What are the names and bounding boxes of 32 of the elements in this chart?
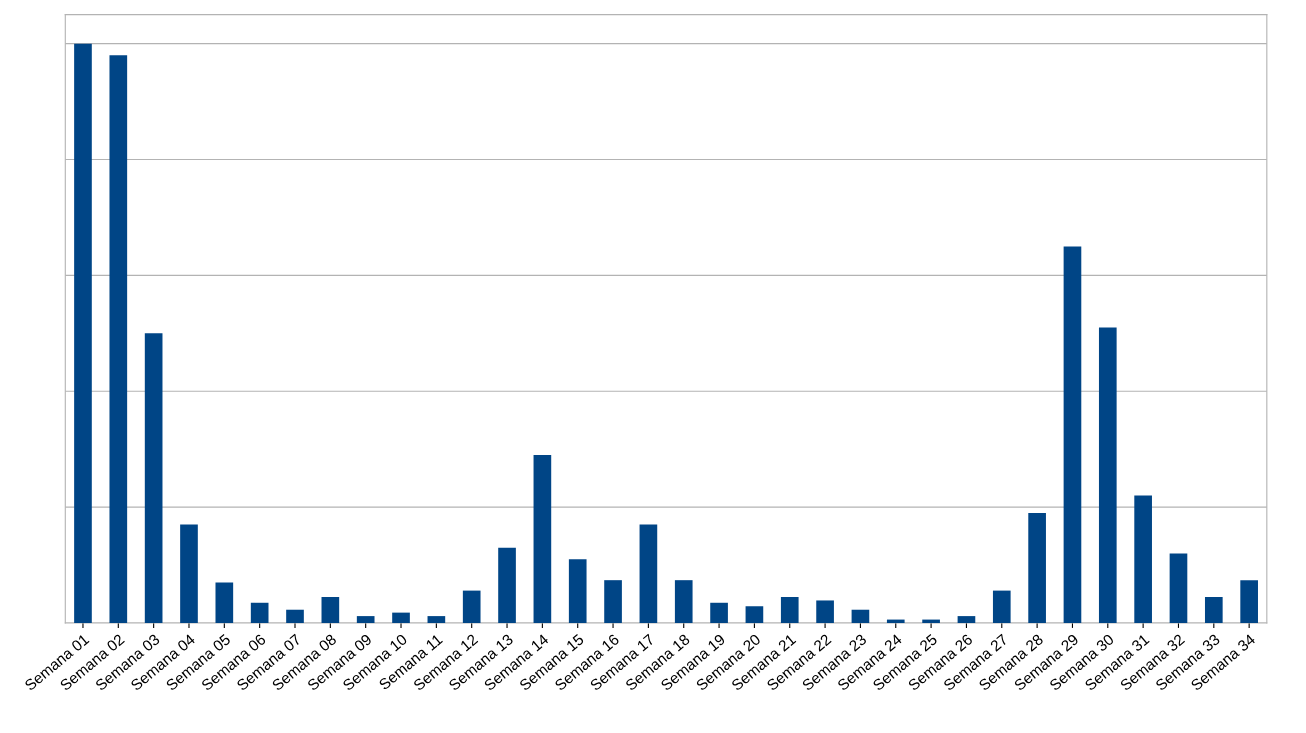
- bar: [1134, 495, 1152, 624]
- bar: [1028, 512, 1046, 624]
- bar: [74, 43, 92, 624]
- bar: [1063, 246, 1082, 624]
- bar: [498, 547, 516, 624]
- bar: [957, 616, 976, 624]
- bar: [851, 609, 870, 624]
- bar: [710, 602, 728, 624]
- bar: [533, 455, 552, 624]
- bar: [992, 590, 1011, 624]
- bar: [780, 596, 799, 624]
- bar: [392, 612, 410, 624]
- bar: [427, 616, 446, 624]
- bar: [1240, 580, 1258, 624]
- bar: [109, 55, 128, 624]
- bar: [604, 580, 622, 624]
- bar: [250, 602, 269, 624]
- bar: [356, 616, 375, 624]
- bar: [321, 596, 340, 624]
- bar: [1204, 596, 1223, 624]
- bar: [215, 582, 234, 624]
- bar: [180, 524, 198, 624]
- bar: [462, 590, 481, 624]
- bar: [674, 580, 693, 624]
- bar: [286, 609, 304, 624]
- bar: [1098, 327, 1117, 624]
- bar: [639, 524, 658, 624]
- bar: [144, 333, 163, 624]
- bar: [1169, 553, 1188, 624]
- bar: [816, 600, 834, 624]
- bar: [568, 559, 587, 624]
- bar: [745, 606, 764, 624]
